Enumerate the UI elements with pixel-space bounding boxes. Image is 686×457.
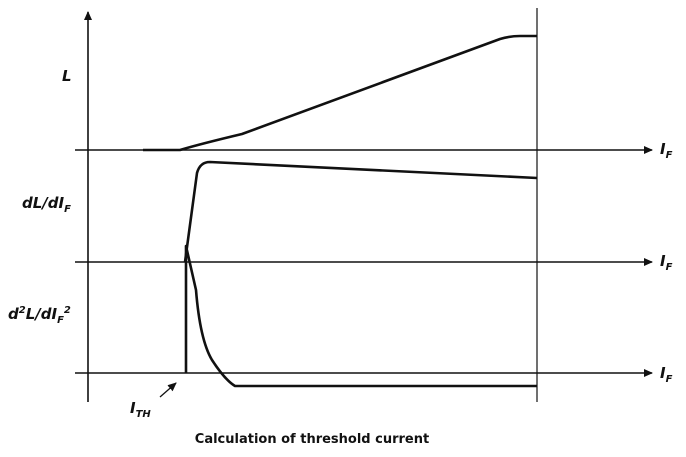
label-d2l-dif2: d2L/dIF2 (8, 305, 71, 326)
label-dl-dif: dL/dIF (22, 194, 71, 215)
d2l-dif2-curve (186, 246, 537, 386)
dl-dif-curve (185, 162, 537, 262)
label-if-top: IF (660, 140, 673, 161)
label-ith: ITH (130, 399, 151, 420)
label-if-bottom: IF (660, 364, 673, 385)
label-l: L (62, 67, 72, 85)
label-if-middle: IF (660, 252, 673, 273)
l-curve (143, 36, 537, 150)
ith-pointer-arrow (160, 383, 176, 397)
figure-caption: Calculation of threshold current (195, 432, 429, 447)
